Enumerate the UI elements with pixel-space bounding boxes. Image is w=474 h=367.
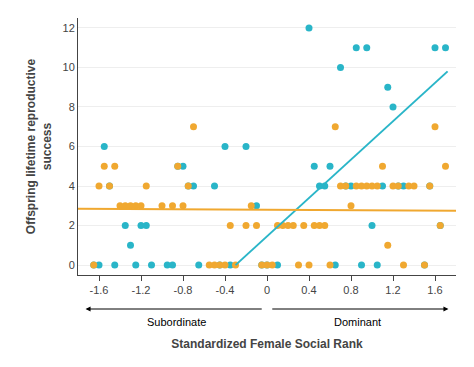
svg-text:0.4: 0.4 — [301, 284, 316, 296]
svg-text:Dominant: Dominant — [334, 316, 381, 328]
svg-text:8: 8 — [69, 101, 75, 113]
svg-text:-0.4: -0.4 — [216, 284, 235, 296]
svg-text:0.8: 0.8 — [343, 284, 358, 296]
svg-text:4: 4 — [69, 180, 75, 192]
svg-text:12: 12 — [63, 22, 75, 34]
svg-text:0: 0 — [264, 284, 270, 296]
svg-text:1.2: 1.2 — [385, 284, 400, 296]
svg-text:2: 2 — [69, 219, 75, 231]
svg-text:1.6: 1.6 — [427, 284, 442, 296]
svg-text:Standardized Female Social Ran: Standardized Female Social Rank — [171, 337, 363, 351]
svg-text:Offspring lifetime reproductiv: Offspring lifetime reproductivesuccess — [24, 58, 54, 234]
svg-text:-0.8: -0.8 — [174, 284, 193, 296]
svg-text:10: 10 — [63, 61, 75, 73]
svg-text:0: 0 — [69, 259, 75, 271]
svg-text:-1.2: -1.2 — [132, 284, 151, 296]
svg-text:6: 6 — [69, 140, 75, 152]
svg-text:Subordinate: Subordinate — [147, 316, 206, 328]
svg-text:-1.6: -1.6 — [90, 284, 109, 296]
